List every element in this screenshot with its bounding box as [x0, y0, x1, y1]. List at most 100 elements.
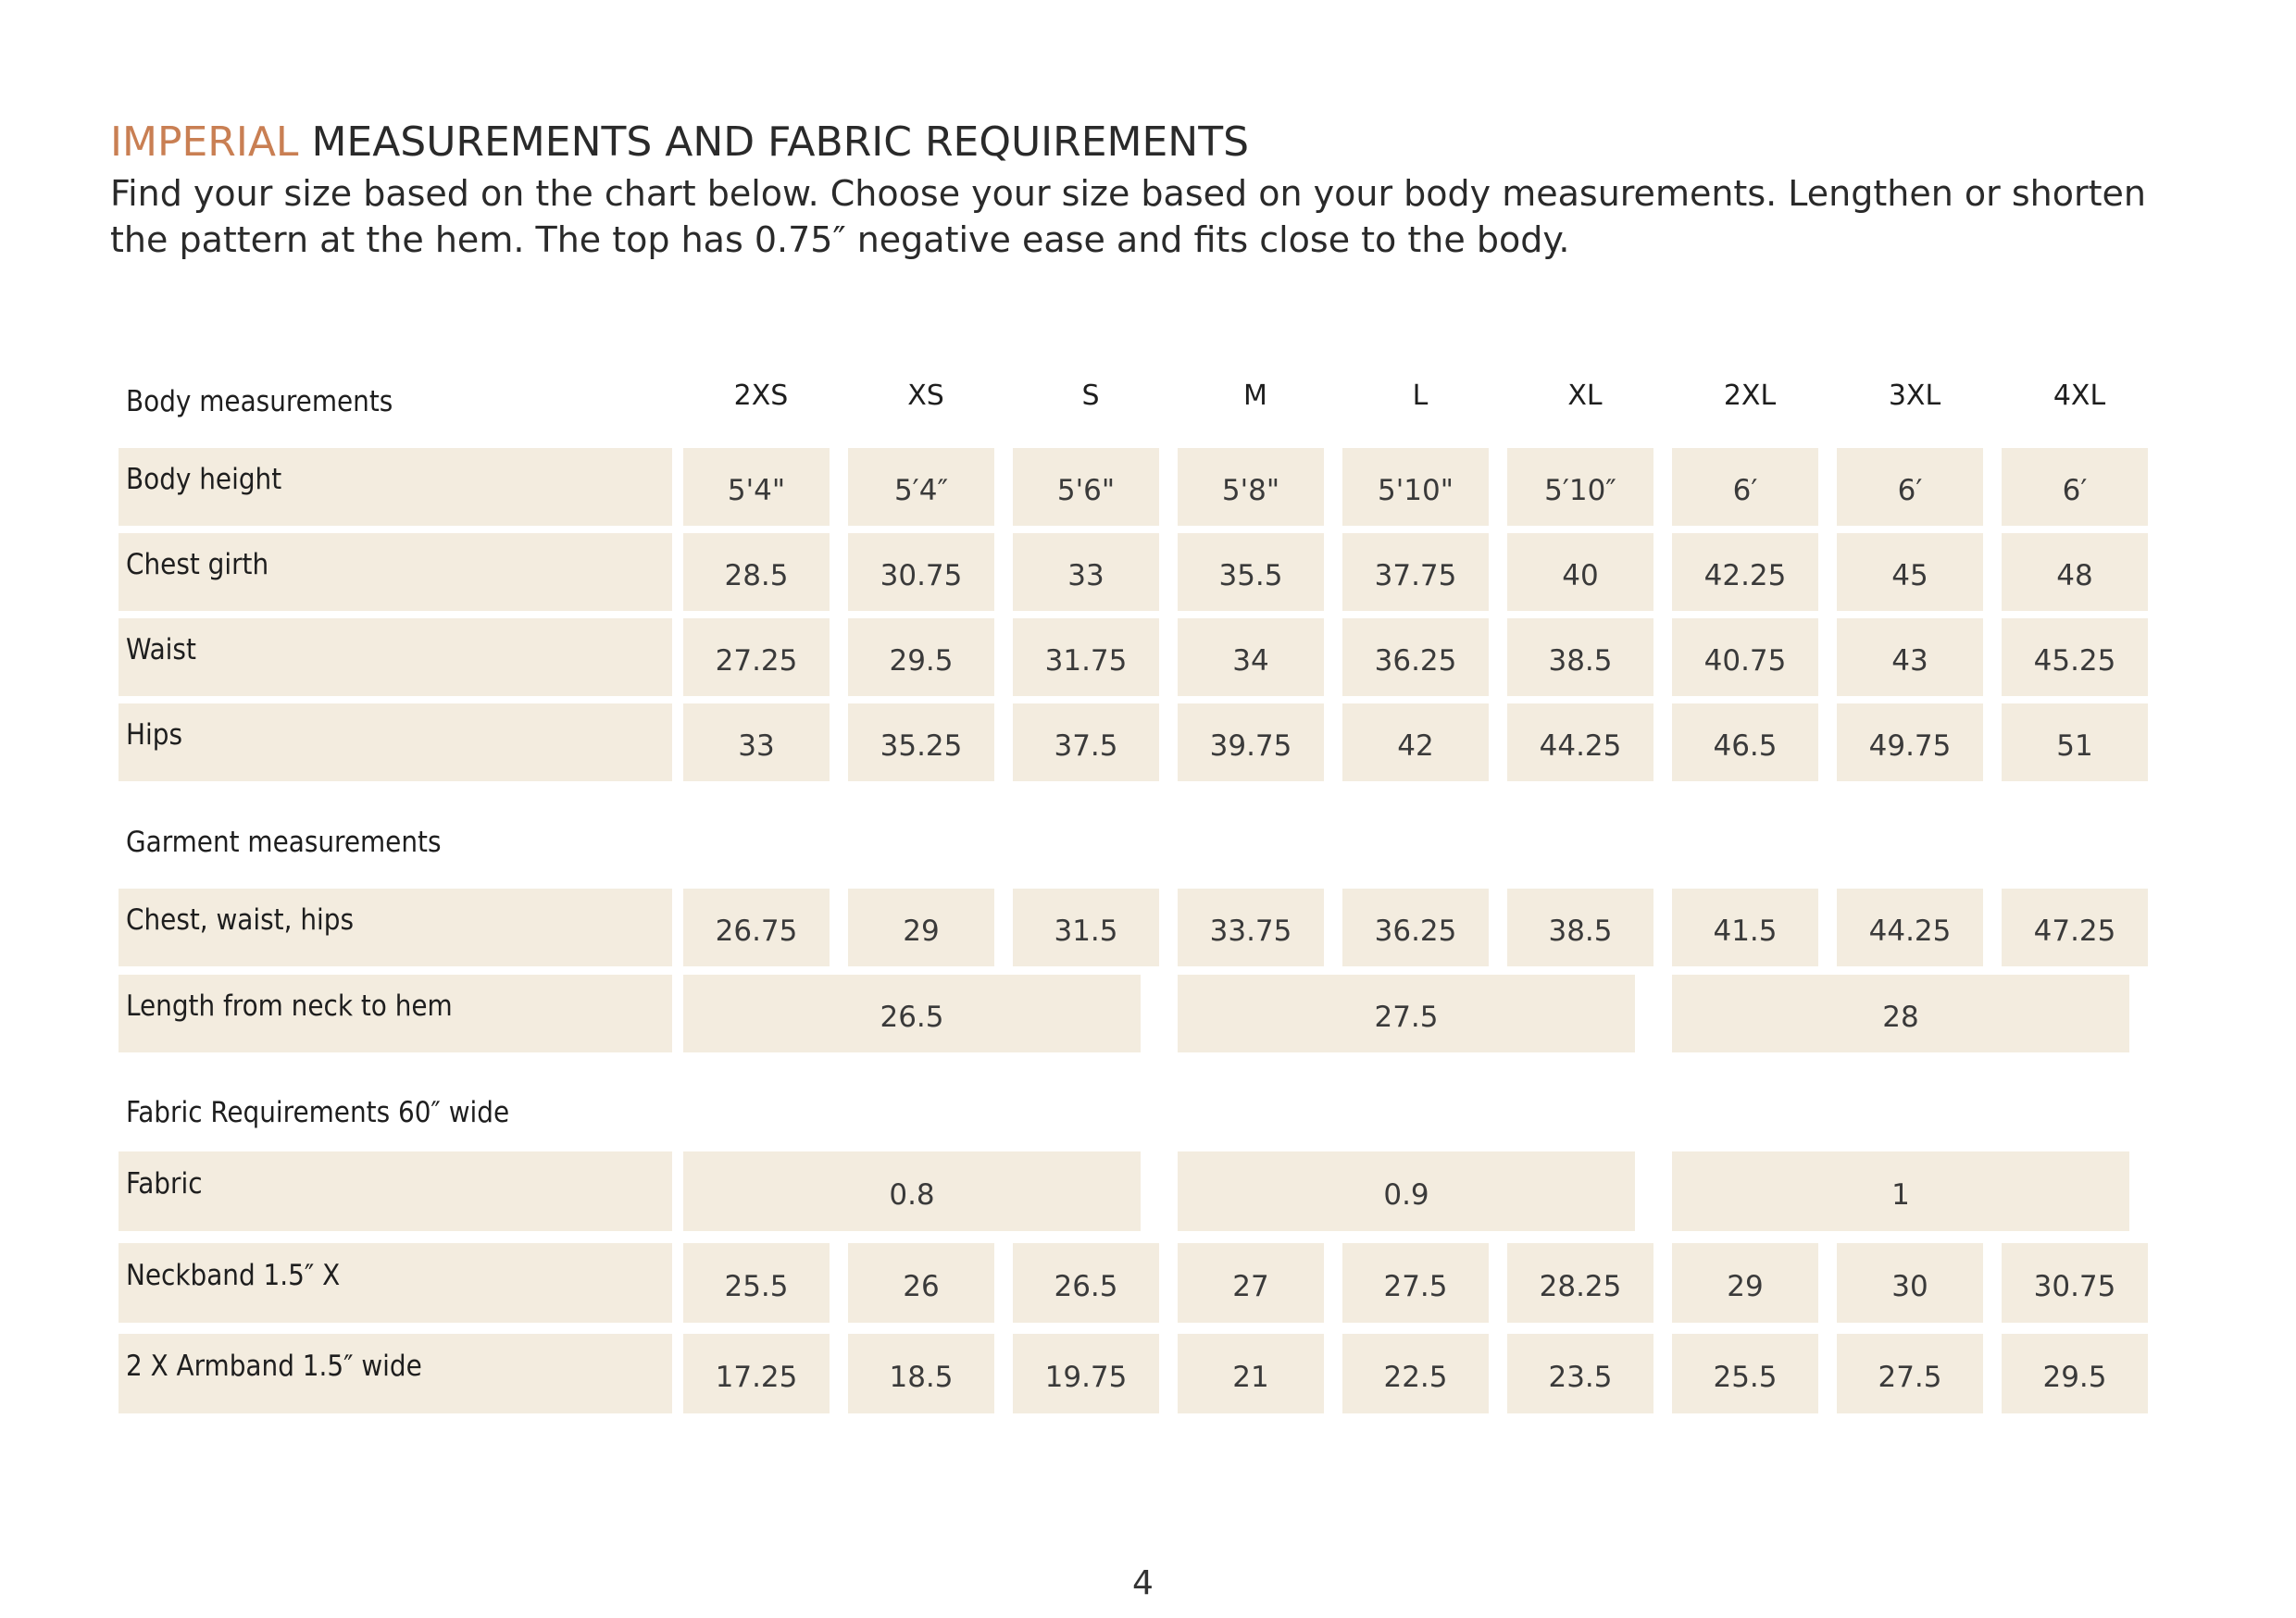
cell-value: 28.25 [1539, 1270, 1622, 1303]
value-cell: 43 [1837, 618, 1983, 696]
value-cell: 29.5 [2002, 1334, 2148, 1413]
row-label: Chest girth [126, 548, 269, 581]
value-cell: 19.75 [1013, 1334, 1159, 1413]
value-cell: 49.75 [1837, 703, 1983, 781]
cell-value: 36.25 [1374, 915, 1457, 948]
size-header: M [1243, 380, 1267, 412]
value-cell: 27.5 [1837, 1334, 1983, 1413]
value-cell: 37.75 [1342, 533, 1489, 611]
cell-value: 31.75 [1044, 644, 1128, 678]
cell-value: 37.75 [1374, 559, 1457, 592]
value-cell: 30.75 [2002, 1243, 2148, 1323]
cell-value: 44.25 [1868, 915, 1952, 948]
value-cell: 27.25 [683, 618, 830, 696]
value-cell: 42 [1342, 703, 1489, 781]
cell-value: 6′ [2062, 474, 2088, 507]
title-rest: MEASUREMENTS AND FABRIC REQUIREMENTS [311, 118, 1250, 166]
section-heading-fabric: Fabric Requirements 60″ wide [126, 1096, 510, 1129]
value-cell: 41.5 [1672, 889, 1818, 966]
value-cell: 5'10" [1342, 448, 1489, 526]
merged-value-cell: 1 [1672, 1151, 2129, 1231]
cell-value: 18.5 [889, 1361, 954, 1394]
value-cell: 44.25 [1837, 889, 1983, 966]
value-cell: 36.25 [1342, 889, 1489, 966]
cell-value: 44.25 [1539, 729, 1622, 763]
value-cell: 28.5 [683, 533, 830, 611]
cell-value: 5'4" [727, 474, 786, 507]
cell-value: 46.5 [1713, 729, 1778, 763]
cell-value: 29.5 [2042, 1361, 2107, 1394]
cell-value: 28 [1882, 1001, 1919, 1034]
value-cell: 36.25 [1342, 618, 1489, 696]
cell-value: 28.5 [724, 559, 789, 592]
value-cell: 35.5 [1178, 533, 1324, 611]
cell-value: 51 [2056, 729, 2093, 763]
size-header: XS [907, 380, 944, 412]
cell-value: 40.75 [1703, 644, 1787, 678]
cell-value: 6′ [1732, 474, 1758, 507]
row-label: Chest, waist, hips [126, 903, 354, 937]
value-cell: 6′ [1672, 448, 1818, 526]
value-cell: 30 [1837, 1243, 1983, 1323]
value-cell: 42.25 [1672, 533, 1818, 611]
cell-value: 37.5 [1054, 729, 1118, 763]
cell-value: 30.75 [2033, 1270, 2116, 1303]
cell-value: 29 [903, 915, 940, 948]
cell-value: 42.25 [1703, 559, 1787, 592]
cell-value: 30.75 [880, 559, 963, 592]
value-cell: 39.75 [1178, 703, 1324, 781]
section-heading-garment: Garment measurements [126, 826, 442, 859]
cell-value: 39.75 [1209, 729, 1292, 763]
size-header: 3XL [1888, 380, 1941, 412]
cell-value: 5'8" [1221, 474, 1280, 507]
value-cell: 34 [1178, 618, 1324, 696]
value-cell: 21 [1178, 1334, 1324, 1413]
value-cell: 45 [1837, 533, 1983, 611]
value-cell: 40 [1507, 533, 1653, 611]
cell-value: 5'6" [1056, 474, 1116, 507]
value-cell: 31.5 [1013, 889, 1159, 966]
page-number: 4 [1132, 1564, 1154, 1602]
cell-value: 30 [1891, 1270, 1928, 1303]
cell-value: 45 [1891, 559, 1928, 592]
cell-value: 0.8 [889, 1178, 935, 1212]
value-cell: 48 [2002, 533, 2148, 611]
value-cell: 38.5 [1507, 889, 1653, 966]
cell-value: 33 [1067, 559, 1104, 592]
value-cell: 51 [2002, 703, 2148, 781]
cell-value: 26.5 [1054, 1270, 1118, 1303]
row-label-cell: 2 X Armband 1.5″ wide [119, 1334, 672, 1413]
value-cell: 29 [1672, 1243, 1818, 1323]
value-cell: 5′4″ [848, 448, 994, 526]
size-header: XL [1567, 380, 1603, 412]
cell-value: 42 [1397, 729, 1434, 763]
cell-value: 38.5 [1548, 644, 1613, 678]
row-label: Waist [126, 633, 196, 666]
row-label-cell: Fabric [119, 1151, 672, 1231]
value-cell: 46.5 [1672, 703, 1818, 781]
row-label-cell: Neckband 1.5″ X [119, 1243, 672, 1323]
cell-value: 17.25 [715, 1361, 798, 1394]
cell-value: 34 [1232, 644, 1269, 678]
value-cell: 29.5 [848, 618, 994, 696]
value-cell: 22.5 [1342, 1334, 1489, 1413]
cell-value: 49.75 [1868, 729, 1952, 763]
cell-value: 48 [2056, 559, 2093, 592]
cell-value: 33 [738, 729, 775, 763]
value-cell: 29 [848, 889, 994, 966]
cell-value: 19.75 [1044, 1361, 1128, 1394]
row-label: Fabric [126, 1167, 203, 1201]
cell-value: 29.5 [889, 644, 954, 678]
value-cell: 33 [1013, 533, 1159, 611]
cell-value: 33.75 [1209, 915, 1292, 948]
cell-value: 23.5 [1548, 1361, 1613, 1394]
cell-value: 1 [1891, 1178, 1910, 1212]
cell-value: 26.75 [715, 915, 798, 948]
cell-value: 41.5 [1713, 915, 1778, 948]
cell-value: 25.5 [1713, 1361, 1778, 1394]
value-cell: 28.25 [1507, 1243, 1653, 1323]
merged-value-cell: 0.8 [683, 1151, 1141, 1231]
intro-text: Find your size based on the chart below.… [110, 173, 2146, 260]
row-label-cell: Chest girth [119, 533, 672, 611]
value-cell: 25.5 [1672, 1334, 1818, 1413]
